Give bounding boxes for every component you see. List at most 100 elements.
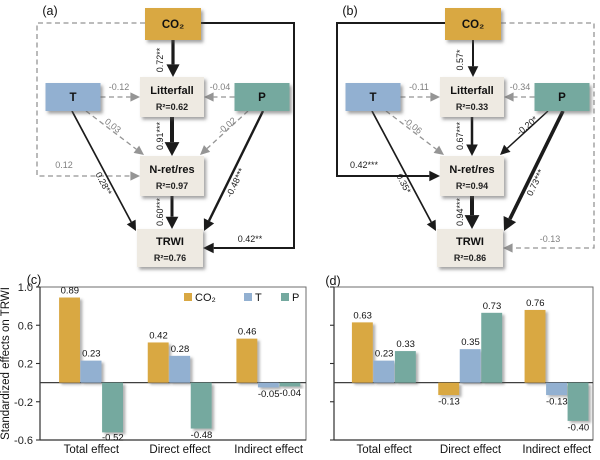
bar-value-label: 0.28 bbox=[171, 344, 190, 355]
bar-value-label: 0.23 bbox=[375, 349, 394, 360]
sem-node-r2: R²=0.76 bbox=[154, 253, 186, 263]
sem-panel-a: (a)0.72**-0.12 -0.040.91***0.03 -0.020.120… bbox=[36, 4, 295, 267]
sem-node-nret bbox=[140, 156, 204, 196]
bar-CO2-indirect-effect bbox=[524, 309, 546, 383]
bar-value-label: 0.73 bbox=[483, 301, 502, 312]
category-label: Total effect bbox=[64, 444, 120, 456]
bar-value-label: -0.40 bbox=[568, 422, 590, 433]
y-tick-label: 0.6 bbox=[18, 320, 33, 332]
sem-edge-label: -0.06 bbox=[402, 115, 424, 136]
sem-edge-label: 0.91*** bbox=[155, 121, 165, 150]
bar-CO2-direct-effect bbox=[438, 382, 460, 396]
y-tick-label: -0.2 bbox=[14, 397, 33, 409]
sem-edge-t-trwi bbox=[371, 110, 432, 223]
sem-node-r2: R²=0.33 bbox=[456, 102, 488, 112]
sem-node-title: N-ret/res bbox=[449, 164, 494, 176]
arrowhead-icon bbox=[126, 219, 136, 231]
sem-edge-co2-trwi bbox=[201, 22, 295, 249]
arrowhead-icon bbox=[430, 92, 440, 102]
bar-value-label: 0.33 bbox=[396, 339, 415, 350]
bar-T-indirect-effect bbox=[546, 382, 567, 396]
bar-value-label: 0.23 bbox=[82, 349, 101, 360]
arrowhead-icon bbox=[130, 92, 140, 102]
bar-T-total-effect bbox=[80, 360, 102, 383]
sem-edge-label: -0.20* bbox=[515, 114, 540, 137]
sem-node-p bbox=[534, 83, 590, 111]
arrowhead-icon bbox=[503, 243, 513, 253]
sem-node-trwi bbox=[137, 229, 203, 267]
sem-edge-label: -0.34 bbox=[510, 82, 531, 92]
sem-edge-label: -0.12 bbox=[109, 82, 130, 92]
arrowhead-icon bbox=[504, 92, 514, 102]
sem-edge-t-nret bbox=[385, 110, 437, 150]
sem-edge-t-trwi bbox=[71, 110, 132, 223]
panel-label: (a) bbox=[42, 4, 57, 18]
category-label: Direct effect bbox=[149, 444, 211, 456]
sem-node-r2: R²=0.94 bbox=[456, 181, 488, 191]
bar-P-total-effect bbox=[102, 382, 123, 433]
legend-swatch bbox=[184, 293, 192, 301]
bar-value-label: -0.13 bbox=[546, 397, 568, 408]
sem-edge-label: 0.94*** bbox=[455, 197, 465, 226]
bar-P-direct-effect bbox=[481, 312, 503, 383]
bar-T-total-effect bbox=[373, 360, 395, 383]
arrowhead-icon bbox=[500, 144, 511, 155]
arrowhead-icon bbox=[130, 171, 140, 181]
sem-node-p bbox=[234, 83, 290, 111]
sem-node-title: P bbox=[258, 92, 266, 104]
arrowhead-icon bbox=[200, 145, 211, 155]
bar-P-direct-effect bbox=[190, 382, 212, 429]
sem-node-r2: R²=0.97 bbox=[156, 181, 188, 191]
bar-P-indirect-effect bbox=[279, 382, 301, 387]
arrowhead-icon bbox=[503, 216, 517, 231]
sem-edge-label: -0.11 bbox=[409, 82, 429, 92]
bar-P-indirect-effect bbox=[567, 382, 589, 421]
category-label: Total effect bbox=[356, 444, 412, 456]
bar-value-label: 0.63 bbox=[353, 310, 372, 321]
sem-node-co2 bbox=[145, 8, 201, 40]
legend-swatch bbox=[281, 293, 289, 301]
sem-node-r2: R²=0.86 bbox=[454, 253, 486, 263]
category-label: Indirect effect bbox=[522, 444, 592, 456]
sem-node-r2: R²=0.62 bbox=[156, 102, 188, 112]
sem-edge-label: 0.60*** bbox=[155, 197, 165, 226]
bar-CO2-total-effect bbox=[351, 322, 373, 383]
arrowhead-icon bbox=[429, 170, 440, 182]
y-tick-label: 0.2 bbox=[18, 359, 33, 371]
sem-node-title: CO₂ bbox=[162, 19, 184, 31]
sem-panel-b: (b) 0.57* -0.11 -0.34 0.67*** -0.06 -0.20* 0.42… bbox=[336, 4, 595, 267]
sem-edge-label: 0.67*** bbox=[455, 121, 465, 150]
bar-value-label: -0.13 bbox=[438, 397, 460, 408]
legend-label: P bbox=[292, 292, 299, 304]
bar-CO2-total-effect bbox=[59, 297, 80, 383]
arrowhead-icon bbox=[166, 64, 180, 77]
sem-node-title: TRWI bbox=[156, 236, 184, 248]
sem-edge-t-nret bbox=[85, 110, 137, 150]
sem-node-nret bbox=[440, 156, 504, 196]
arrowhead-icon bbox=[133, 145, 144, 155]
sem-edge-p-trwi bbox=[508, 110, 565, 220]
bar-P-total-effect bbox=[394, 351, 416, 383]
sem-edge-co2-trwi bbox=[501, 22, 595, 249]
sem-node-t bbox=[345, 83, 401, 111]
category-label: Indirect effect bbox=[234, 444, 304, 456]
sem-node-title: TRWI bbox=[456, 236, 484, 248]
bar-value-label: -0.05 bbox=[258, 389, 280, 400]
bar-T-direct-effect bbox=[459, 349, 481, 383]
sem-edge-p-trwi bbox=[207, 110, 265, 222]
arrowhead-icon bbox=[466, 144, 478, 156]
sem-node-litterfall bbox=[440, 77, 504, 117]
sem-node-trwi bbox=[437, 229, 503, 267]
arrowhead-icon bbox=[433, 145, 444, 155]
sem-edge-p-nret bbox=[206, 110, 249, 150]
sem-edge-p-nret bbox=[506, 110, 549, 149]
sem-node-title: T bbox=[69, 92, 76, 104]
sem-edge-label: -0.02 bbox=[216, 115, 238, 136]
panel-label: (c) bbox=[27, 274, 42, 287]
sem-row: (a) 0.72** -0.12 -0.04 0.91*** 0.03 -0.02 0.12 0… bbox=[36, 4, 595, 267]
bar-value-label: 0.46 bbox=[238, 327, 257, 338]
panel-label: (d) bbox=[325, 274, 340, 288]
y-tick-label: 1.0 bbox=[18, 282, 33, 294]
